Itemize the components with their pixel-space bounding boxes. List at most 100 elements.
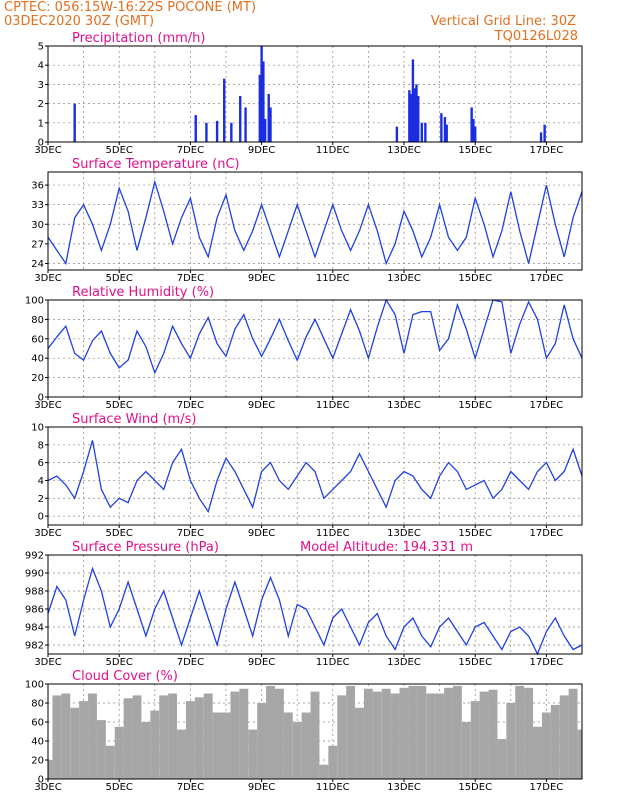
model-altitude-annotation: Model Altitude: 194.331 m [300,540,473,555]
cloud-bar [159,695,169,779]
x-tick-label: 13DEC [387,273,421,284]
y-tick-label: 10 [31,423,44,434]
cloud-bar [177,729,186,779]
precip-bar [244,107,247,142]
x-tick-label: 15DEC [458,273,492,284]
cloud-bar [488,689,498,779]
cloud-bar [328,745,338,779]
y-tick-label: 0 [38,775,44,786]
x-tick-label: 11DEC [316,400,350,411]
x-tick-label: 5DEC [106,782,133,793]
x-tick-label: 3DEC [34,273,61,284]
y-tick-label: 40 [31,354,44,365]
x-tick-label: 13DEC [387,145,421,156]
y-tick-label: 30 [31,220,44,231]
y-tick-label: 100 [25,296,44,307]
cloud-bar [524,687,534,779]
x-tick-label: 17DEC [530,273,564,284]
x-tick-label: 5DEC [106,145,133,156]
cloud-bar [203,693,213,779]
x-tick-label: 9DEC [248,528,275,539]
station-header: CPTEC: 056:15W-16:22S POCONE (MT) [4,0,257,15]
rh-line [47,298,583,375]
precip-bar [408,90,411,142]
x-tick-label: 15DEC [458,657,492,668]
cloud-bar [372,691,382,779]
pressure-line [47,566,583,656]
x-tick-label: 13DEC [387,400,421,411]
cloud-bar [559,695,569,779]
x-tick-label: 5DEC [106,273,133,284]
precip-bar [194,115,197,142]
x-tick-label: 9DEC [248,145,275,156]
precip-bar [395,126,399,142]
precip-bar [215,120,219,142]
x-tick-label: 11DEC [316,528,350,539]
x-tick-label: 13DEC [387,782,421,793]
cloud-bar [114,726,124,779]
cloud-bar [79,701,89,779]
precip-bar [411,59,415,142]
y-tick-label: 988 [25,587,44,598]
temp-title: Surface Temperature (nC) [72,157,240,172]
wind-panel: 0 2 4 6 8 10 3DEC 5DEC 7DEC 9DEC 11DEC 13DEC 15DEC 17… [31,412,583,539]
x-tick-label: 15DEC [458,528,492,539]
precip-bar [470,107,473,142]
cloud-bar [426,693,436,779]
cloud-bar [266,685,275,779]
y-tick-label: 20 [31,373,44,384]
grid-note: Vertical Grid Line: 30Z [430,14,576,29]
x-tick-label: 7DEC [177,273,204,284]
y-tick-label: 992 [25,551,44,562]
rh-panel: 0 20 40 60 80 100 3DEC 5DEC 7DEC 9DEC 11DEC 13DEC 15… [25,285,583,411]
x-tick-label: 11DEC [316,782,350,793]
y-tick-label: 20 [31,756,44,767]
precip-bar [474,126,477,142]
x-tick-label: 3DEC [34,145,61,156]
cloud-bar [168,693,178,779]
x-tick-label: 7DEC [177,782,204,793]
precip-bar [230,122,233,142]
y-tick-label: 8 [38,440,44,451]
precip-bar [409,94,413,142]
precip-bar [445,124,448,142]
x-tick-label: 9DEC [248,273,275,284]
precip-bar [205,122,208,142]
cloud-panel: 0 20 40 60 80 100 3DEC 5DEC 7DEC 9DEC 11DEC 13DEC 15… [25,669,583,793]
x-tick-label: 13DEC [387,657,421,668]
y-tick-label: 60 [31,334,44,345]
cloud-bar [568,688,578,779]
x-tick-label: 17DEC [530,145,564,156]
cloud-bar [435,693,445,779]
x-tick-label: 9DEC [248,782,275,793]
y-tick-label: 990 [25,569,44,580]
cloud-bar [337,695,347,779]
y-tick-label: 6 [38,458,44,469]
y-tick-label: 2 [38,99,44,110]
cloud-bar [363,688,373,779]
x-tick-label: 15DEC [458,145,492,156]
cloud-bar [381,688,391,779]
cloud-bar [221,712,231,779]
x-tick-label: 3DEC [34,400,61,411]
precip-bar [415,84,418,142]
cloud-bar [355,707,364,779]
cloud-bar [310,691,320,779]
precip-bar [443,117,447,142]
panel-frame [47,45,583,143]
cloud-bar [105,745,115,779]
panel-frame [47,426,583,526]
panel-frame [47,299,583,398]
cloud-bar [346,685,356,779]
y-tick-label: 60 [31,718,44,729]
cloud-bar [61,693,71,779]
x-tick-label: 17DEC [530,528,564,539]
cloud-bar [390,693,400,779]
x-tick-label: 15DEC [458,782,492,793]
cloud-bar [541,712,551,779]
cloud-bar [444,687,453,779]
panel-frame [47,683,583,780]
cloud-bar [185,701,195,779]
cloud-bar [292,722,302,779]
cloud-bar [96,720,106,779]
